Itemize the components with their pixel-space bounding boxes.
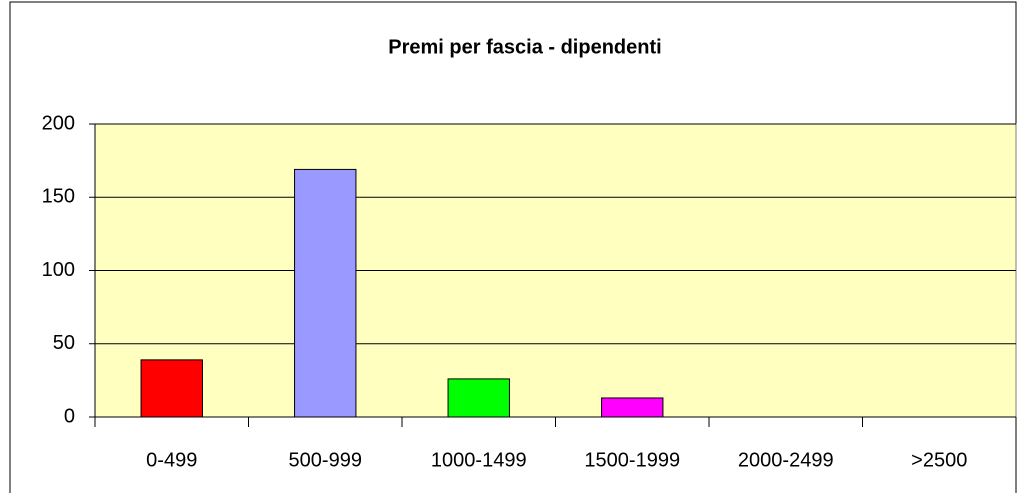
- x-tick-label: >2500: [911, 449, 967, 471]
- y-tick-label: 150: [42, 186, 75, 208]
- bar: [601, 397, 664, 418]
- x-tick-label: 1000-1499: [431, 449, 527, 471]
- x-tick-label: 2000-2499: [738, 449, 834, 471]
- chart-title: Premi per fascia - dipendenti: [388, 36, 661, 58]
- x-tick-label: 500-999: [289, 449, 362, 471]
- x-tick-label: 0-499: [146, 449, 197, 471]
- y-tick-label: 0: [64, 405, 75, 427]
- x-tick-label: 1500-1999: [584, 449, 680, 471]
- y-tick-label: 100: [42, 259, 75, 281]
- bar: [447, 378, 510, 418]
- bar: [294, 168, 357, 418]
- y-tick-label: 200: [42, 112, 75, 134]
- y-tick-label: 50: [53, 332, 75, 354]
- bar: [140, 359, 203, 418]
